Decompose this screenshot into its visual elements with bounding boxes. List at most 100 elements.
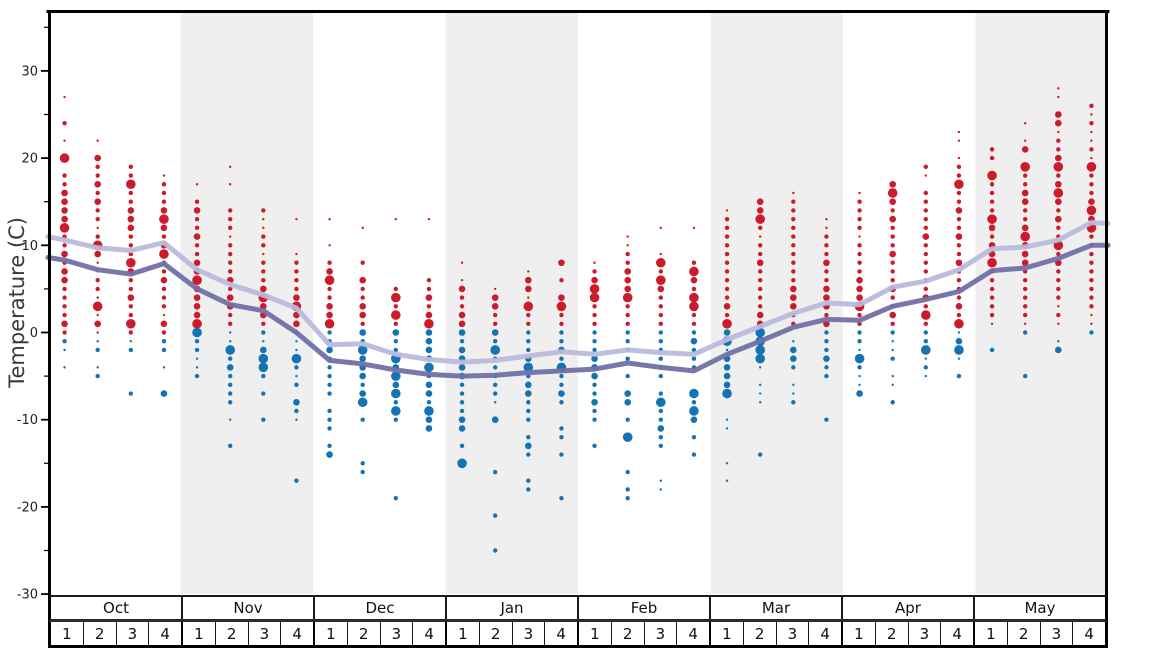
- temp-dot-above-freezing: [527, 270, 530, 273]
- temp-dot-above-freezing: [656, 257, 666, 268]
- temp-dot-below-freezing: [459, 443, 465, 449]
- temp-dot-above-freezing: [724, 312, 730, 318]
- temp-dot-above-freezing: [62, 330, 67, 335]
- temp-dot-above-freezing: [955, 207, 963, 214]
- temp-dot-above-freezing: [955, 233, 963, 240]
- temp-dot-below-freezing: [490, 345, 500, 355]
- temp-dot-above-freezing: [359, 303, 366, 310]
- temp-dot-below-freezing: [559, 373, 564, 379]
- temp-dot-above-freezing: [792, 191, 795, 195]
- temp-dot-above-freezing: [857, 269, 862, 274]
- temp-dot-below-freezing: [128, 347, 134, 353]
- temp-dot-above-freezing: [790, 303, 797, 310]
- temp-dot-above-freezing: [957, 156, 961, 160]
- temp-dot-above-freezing: [62, 312, 67, 318]
- temp-dot-below-freezing: [957, 357, 961, 360]
- temp-dot-above-freezing: [756, 311, 764, 319]
- temp-dot-below-freezing: [526, 408, 531, 414]
- temp-dot-below-freezing: [1022, 373, 1028, 379]
- temp-dot-above-freezing: [361, 226, 364, 230]
- temp-dot-above-freezing: [622, 292, 633, 303]
- temp-dot-above-freezing: [261, 321, 266, 326]
- month-cell-may: May: [1024, 599, 1056, 617]
- temp-dot-below-freezing: [195, 357, 199, 360]
- temp-dot-above-freezing: [1089, 147, 1094, 152]
- temp-dot-above-freezing: [591, 276, 598, 284]
- temp-dot-above-freezing: [1090, 139, 1093, 142]
- temp-dot-above-freezing: [426, 277, 432, 283]
- y-tick-label: 20: [21, 152, 38, 167]
- temp-dot-above-freezing: [227, 321, 233, 326]
- temp-dot-below-freezing: [989, 347, 995, 353]
- temp-dot-below-freezing: [591, 398, 598, 406]
- temp-dot-above-freezing: [691, 260, 697, 265]
- temp-dot-below-freezing: [391, 406, 401, 416]
- temp-dot-below-freezing: [690, 337, 698, 345]
- temp-dot-below-freezing: [228, 418, 232, 421]
- temp-dot-above-freezing: [658, 304, 664, 309]
- temp-dot-above-freezing: [193, 233, 201, 240]
- temp-dot-above-freezing: [890, 295, 895, 300]
- temp-dot-above-freezing: [458, 311, 466, 319]
- temp-dot-above-freezing: [887, 188, 898, 198]
- temp-dot-below-freezing: [295, 374, 298, 378]
- temp-dot-above-freezing: [526, 321, 531, 326]
- temp-dot-above-freezing: [791, 234, 796, 239]
- temp-dot-above-freezing: [1022, 208, 1028, 213]
- temp-dot-below-freezing: [725, 427, 729, 430]
- temp-dot-above-freezing: [691, 312, 697, 318]
- temp-dot-above-freezing: [126, 318, 136, 329]
- temp-dot-above-freezing: [956, 295, 962, 300]
- temp-dot-above-freezing: [525, 276, 532, 284]
- temp-dot-below-freezing: [425, 329, 433, 336]
- temp-dot-below-freezing: [359, 329, 366, 336]
- temp-dot-below-freezing: [857, 339, 862, 344]
- temp-dot-below-freezing: [526, 417, 531, 422]
- temp-dot-below-freezing: [425, 337, 433, 345]
- temp-dot-below-freezing: [625, 330, 630, 335]
- temp-dot-below-freezing: [723, 364, 731, 371]
- temp-dot-above-freezing: [856, 294, 863, 301]
- temp-dot-above-freezing: [1086, 205, 1097, 216]
- temp-dot-above-freezing: [1089, 304, 1094, 309]
- temp-dot-above-freezing: [955, 259, 963, 267]
- temp-dot-below-freezing: [63, 366, 66, 369]
- temp-dot-above-freezing: [989, 199, 995, 204]
- temp-dot-above-freezing: [791, 260, 796, 265]
- temp-dot-above-freezing: [825, 217, 828, 221]
- temp-dot-above-freezing: [1022, 304, 1028, 309]
- temp-dot-below-freezing: [755, 353, 765, 364]
- temp-dot-above-freezing: [956, 173, 962, 178]
- temp-dot-above-freezing: [159, 214, 169, 224]
- temp-dot-below-freezing: [228, 331, 232, 334]
- temp-dot-above-freezing: [193, 294, 201, 301]
- temp-dot-above-freezing: [326, 311, 333, 319]
- temp-dot-below-freezing: [758, 392, 762, 395]
- temp-dot-below-freezing: [227, 443, 233, 449]
- temp-dot-below-freezing: [227, 373, 233, 379]
- temp-dot-below-freezing: [624, 398, 631, 406]
- temp-dot-above-freezing: [394, 217, 398, 221]
- temp-dot-above-freezing: [260, 285, 267, 293]
- temp-dot-above-freezing: [1090, 322, 1093, 325]
- temp-dot-above-freezing: [1057, 322, 1060, 325]
- y-tick-label: 30: [21, 64, 38, 79]
- temp-dot-above-freezing: [857, 199, 862, 204]
- temp-dot-below-freezing: [625, 373, 630, 379]
- temp-dot-above-freezing: [889, 198, 896, 205]
- temp-dot-above-freezing: [393, 286, 399, 292]
- temp-dot-above-freezing: [824, 269, 829, 274]
- temp-dot-above-freezing: [227, 251, 233, 257]
- temp-dot-below-freezing: [691, 347, 697, 353]
- temp-dot-below-freezing: [293, 398, 300, 406]
- temp-dot-below-freezing: [658, 408, 664, 414]
- temp-dot-above-freezing: [1056, 147, 1061, 152]
- temp-dot-below-freezing: [192, 327, 202, 338]
- temp-dot-above-freezing: [956, 225, 962, 231]
- temp-dot-above-freezing: [659, 252, 663, 256]
- temp-dot-below-freezing: [327, 443, 332, 449]
- temp-dot-above-freezing: [989, 147, 995, 152]
- temp-dot-above-freezing: [128, 330, 134, 335]
- temp-dot-above-freezing: [492, 321, 498, 326]
- temp-dot-above-freezing: [1055, 198, 1062, 205]
